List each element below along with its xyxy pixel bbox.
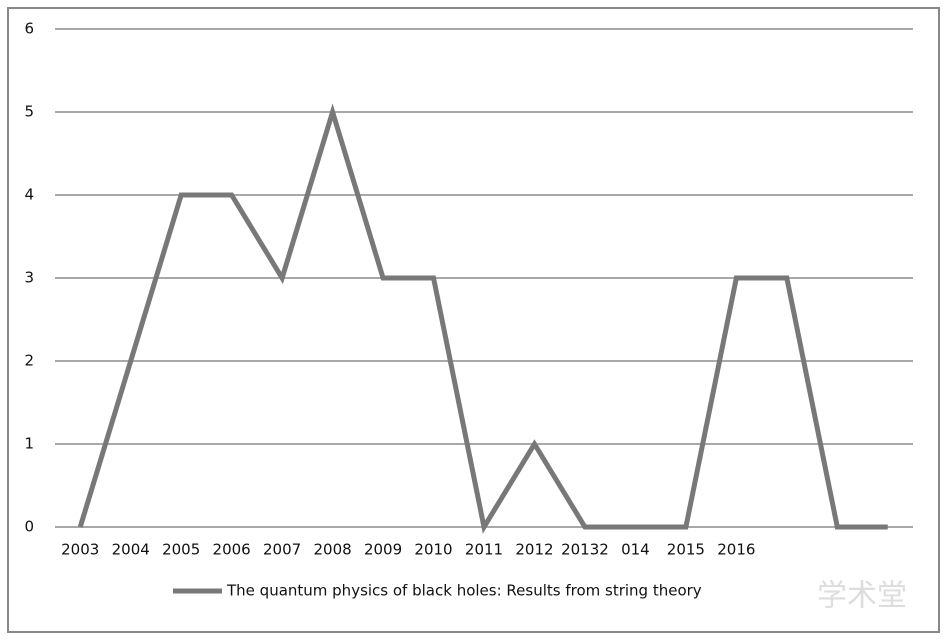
watermark: 学术堂	[817, 579, 907, 614]
chart-frame	[7, 7, 940, 633]
y-tick-label: 6	[24, 20, 34, 38]
y-tick-label: 0	[24, 518, 34, 536]
x-tick-label: 2010	[414, 541, 452, 559]
x-tick-label: 2009	[364, 541, 402, 559]
x-tick-label: 2011	[465, 541, 503, 559]
y-tick-label: 1	[24, 435, 34, 453]
x-tick-label: 2015	[667, 541, 705, 559]
x-tick-label: 2005	[162, 541, 200, 559]
y-tick-label: 2	[24, 352, 34, 370]
legend-label: The quantum physics of black holes: Resu…	[226, 582, 702, 600]
x-tick-label: 20132	[561, 541, 609, 559]
x-tick-label: 2008	[313, 541, 351, 559]
y-tick-label: 3	[24, 269, 34, 287]
x-tick-label: 2003	[61, 541, 99, 559]
x-tick-label: 2004	[112, 541, 150, 559]
x-tick-label: 2007	[263, 541, 301, 559]
data-line	[77, 103, 888, 534]
x-tick-label: 014	[621, 541, 650, 559]
y-tick-label: 4	[24, 186, 34, 204]
y-tick-label: 5	[24, 103, 34, 121]
x-tick-label: 2006	[213, 541, 251, 559]
x-tick-label: 2012	[515, 541, 553, 559]
x-tick-label: 2016	[717, 541, 755, 559]
